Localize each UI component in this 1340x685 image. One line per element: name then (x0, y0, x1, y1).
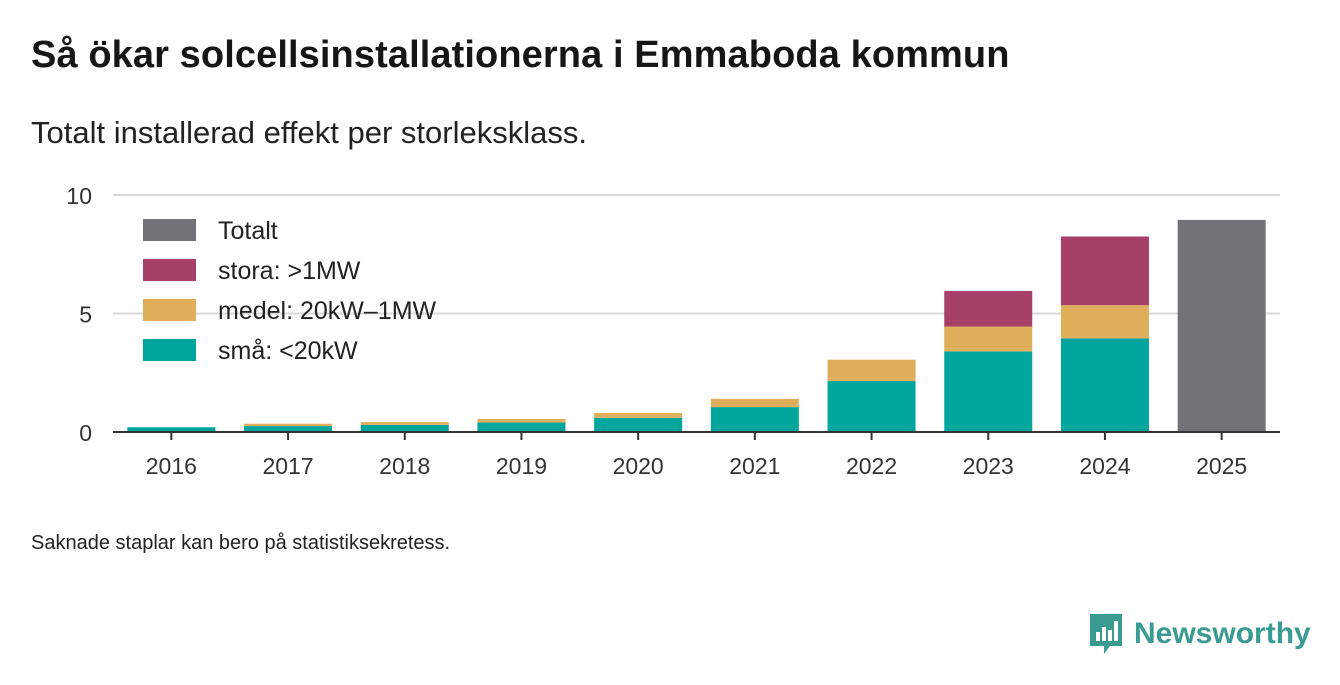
bar-medel-2017 (244, 423, 333, 427)
y-tick-label: 5 (79, 302, 92, 328)
legend-label: Totalt (218, 217, 278, 245)
x-tick-label: 2021 (729, 453, 780, 479)
bar-små-2016 (127, 427, 216, 432)
bar-små-2023 (944, 351, 1033, 432)
x-tick-label: 2017 (262, 453, 313, 479)
bar-medel-2019 (477, 418, 566, 423)
bar-medel-2023 (944, 326, 1033, 352)
x-tick-label: 2016 (146, 453, 197, 479)
legend-swatch (143, 259, 196, 281)
bar-små-2017 (244, 426, 333, 432)
y-tick-label: 10 (66, 183, 92, 209)
legend-swatch (143, 299, 196, 321)
x-tick-label: 2018 (379, 453, 430, 479)
bar-medel-2024 (1060, 305, 1149, 339)
brand-name: Newsworthy (1134, 617, 1311, 650)
brand-logo: Newsworthy (1088, 612, 1311, 656)
x-tick-label: 2024 (1079, 453, 1130, 479)
chart-subtitle: Totalt installerad effekt per storlekskl… (31, 115, 587, 150)
x-tick-label: 2022 (846, 453, 897, 479)
bar-medel-2021 (710, 398, 799, 408)
bar-små-2019 (477, 422, 566, 432)
legend-label: medel: 20kW–1MW (218, 297, 437, 325)
chart-title: Så ökar solcellsinstallationerna i Emmab… (31, 34, 1010, 76)
legend-label: små: <20kW (218, 337, 358, 365)
bar-medel-2018 (360, 422, 449, 425)
legend-swatch (143, 339, 196, 361)
y-tick-label: 0 (79, 420, 92, 446)
x-tick-label: 2019 (496, 453, 547, 479)
bar-stora-2023 (944, 290, 1033, 327)
x-tick-label: 2025 (1196, 453, 1247, 479)
x-tick-label: 2020 (613, 453, 664, 479)
legend-label: stora: >1MW (218, 257, 361, 285)
bar-medel-2020 (594, 413, 683, 418)
x-tick-label: 2023 (963, 453, 1014, 479)
bar-små-2024 (1060, 338, 1149, 432)
bar-små-2022 (827, 381, 916, 432)
bar-små-2018 (360, 424, 449, 432)
bar-totalt-2025 (1177, 219, 1266, 432)
newsworthy-logo-icon (1090, 614, 1122, 654)
footnote: Saknade staplar kan bero på statistiksek… (31, 532, 451, 554)
bar-små-2021 (710, 407, 799, 432)
bar-medel-2022 (827, 359, 916, 382)
bar-stora-2024 (1060, 236, 1149, 306)
bar-små-2020 (594, 417, 683, 432)
legend-swatch (143, 219, 196, 241)
